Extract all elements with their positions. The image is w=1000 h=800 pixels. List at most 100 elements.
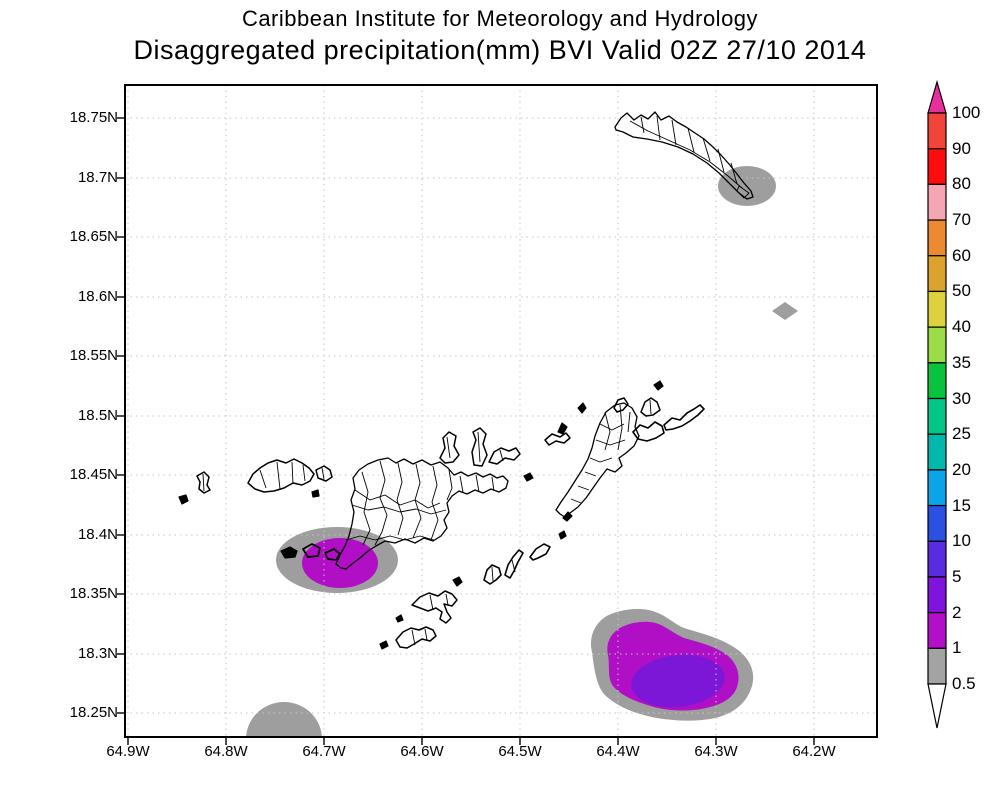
- island-salt: [483, 564, 502, 585]
- island-jost-van-dyke-detail: [276, 461, 281, 490]
- island-anegada-detail: [671, 119, 677, 146]
- island-tortola-detail: [345, 535, 435, 541]
- island-west-dog-islet: [577, 402, 587, 414]
- colorbar-segment: [927, 326, 947, 364]
- island-guana-detail: [446, 436, 451, 459]
- island-thatch-west: [280, 546, 298, 559]
- precip-area-west-magenta: [302, 538, 378, 588]
- colorbar-segment: [927, 183, 947, 221]
- colorbar-segment: [927, 469, 947, 507]
- island-cooper: [504, 549, 524, 579]
- island-virgin-gorda-detail: [617, 404, 623, 451]
- island-tortola-detail: [459, 475, 464, 493]
- colorbar-segment: [927, 647, 947, 685]
- island-anegada-detail: [730, 162, 738, 185]
- island-round-rock-north: [523, 472, 534, 482]
- island-mosquito: [613, 397, 629, 413]
- island-anegada-detail: [717, 148, 725, 173]
- island-ne-chain-a: [632, 421, 665, 442]
- island-tortola-detail: [491, 476, 495, 492]
- island-virgin-gorda-detail: [599, 423, 625, 431]
- island-norman-detail: [411, 629, 416, 646]
- island-tortola-detail: [475, 474, 480, 493]
- colorbar-segment: [927, 290, 947, 328]
- island-jost-van-dyke-detail: [259, 469, 267, 489]
- island-fallen-jerusalem: [562, 511, 573, 522]
- island-tortola: [335, 457, 509, 570]
- island-virgin-gorda-detail: [577, 485, 590, 491]
- island-sandy-cay: [311, 489, 320, 498]
- island-jost-van-dyke: [247, 458, 315, 493]
- island-great-thatch: [302, 543, 321, 558]
- colorbar-segment: [927, 397, 947, 435]
- island-tortola-detail: [412, 463, 422, 539]
- chart-title-valid: Disaggregated precipitation(mm) BVI Vali…: [133, 35, 867, 65]
- axis-ticks: [117, 117, 815, 745]
- island-great-tobago-detail: [202, 473, 205, 492]
- island-peter: [411, 590, 458, 624]
- colorbar-segment: [927, 219, 947, 257]
- island-peter-detail: [429, 594, 434, 611]
- island-peter-detail: [445, 593, 449, 606]
- island-anegada-detail: [629, 120, 743, 189]
- precip-area-se-purple: [631, 654, 725, 708]
- island-salt-detail: [491, 566, 494, 582]
- island-little-thatch: [324, 548, 341, 561]
- island-virgin-gorda-detail: [627, 411, 631, 433]
- colorbar-arrow-below-min: [927, 683, 947, 729]
- island-anegada-detail: [736, 185, 750, 199]
- island-great-camanoe-detail: [477, 431, 481, 463]
- precip-area-east-dot-gray: [772, 302, 798, 320]
- island-norman-detail: [424, 628, 428, 641]
- island-pelican: [395, 614, 404, 623]
- chart-title-institute: Caribbean Institute for Meteorology and …: [241, 6, 759, 31]
- island-great-camanoe: [471, 427, 488, 467]
- colorbar: [927, 79, 947, 729]
- island-dog-islet: [557, 422, 568, 435]
- island-anegada-detail: [656, 115, 661, 141]
- map-frame: [124, 84, 878, 738]
- island-great-tobago: [196, 471, 211, 494]
- island-jost-van-dyke-detail: [302, 464, 306, 482]
- colorbar-segment: [927, 433, 947, 471]
- island-virgin-gorda-detail: [570, 498, 582, 504]
- island-anegada-detail: [687, 127, 695, 153]
- island-tortola-detail: [351, 504, 447, 515]
- island-norman-west-islet: [379, 640, 389, 650]
- island-virgin-gorda-detail: [595, 439, 626, 446]
- island-tortola-detail: [361, 471, 371, 546]
- island-little-tobago: [178, 494, 189, 505]
- island-round-rock: [558, 530, 567, 540]
- island-ginger: [529, 543, 551, 561]
- colorbar-segment: [927, 362, 947, 400]
- island-tortola-detail: [430, 465, 439, 541]
- colorbar-segment: [927, 540, 947, 578]
- island-norman: [395, 626, 437, 649]
- island-anegada: [614, 111, 754, 200]
- island-tortola-detail: [446, 469, 453, 501]
- island-jost-van-dyke-detail: [291, 461, 294, 485]
- island-cooper-detail: [511, 559, 516, 573]
- colorbar-segment: [927, 612, 947, 649]
- island-dog-islands: [544, 432, 571, 446]
- island-dead-chest: [452, 576, 463, 587]
- precip-area-south-gray: [246, 702, 322, 737]
- precip-contours: [246, 166, 798, 737]
- island-scrub: [488, 447, 521, 465]
- island-tortola-detail: [396, 462, 404, 536]
- island-necker: [653, 380, 664, 391]
- island-virgin-gorda-detail: [584, 471, 597, 477]
- island-scrub-detail: [499, 449, 504, 462]
- title-block: Caribbean Institute for Meteorology and …: [0, 0, 1000, 66]
- colorbar-segment: [927, 504, 947, 542]
- island-prickly-pear-detail: [649, 399, 652, 415]
- island-prickly-pear: [640, 397, 661, 417]
- colorbar-segment: [927, 148, 947, 185]
- colorbar-arrow-above-max: [927, 79, 947, 114]
- island-virgin-gorda-detail: [589, 457, 613, 463]
- islands: [178, 111, 754, 650]
- island-anegada-detail: [702, 137, 711, 162]
- island-virgin-gorda: [555, 402, 640, 518]
